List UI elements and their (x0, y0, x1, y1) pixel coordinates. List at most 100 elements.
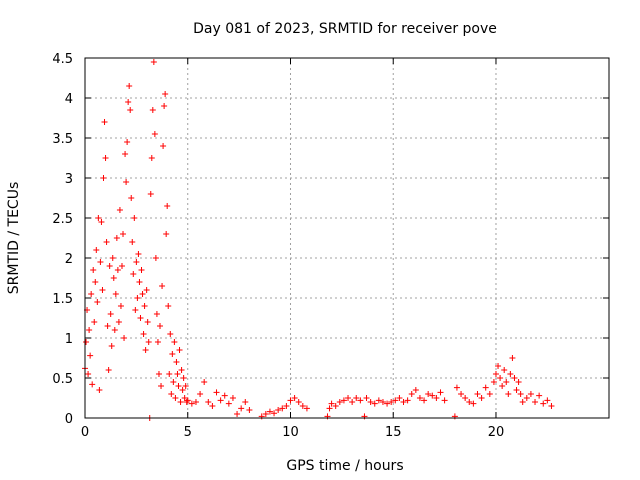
data-point (400, 399, 407, 405)
x-tick-label: 10 (282, 425, 299, 440)
data-point (357, 397, 364, 404)
data-point (133, 259, 140, 265)
data-point (157, 323, 164, 329)
y-tick-label: 0.5 (52, 372, 73, 387)
data-point (246, 407, 253, 413)
data-point (345, 395, 352, 401)
data-point (173, 359, 180, 365)
data-point (332, 403, 339, 409)
data-point (188, 400, 195, 407)
data-point (168, 391, 175, 397)
data-point (148, 155, 155, 161)
data-point (303, 405, 310, 412)
y-tick-label: 2 (65, 252, 73, 267)
data-point (326, 405, 333, 412)
data-point (515, 379, 522, 385)
data-point (416, 395, 423, 401)
data-point (158, 383, 165, 389)
data-point (165, 303, 172, 309)
data-point (470, 400, 477, 407)
data-point (91, 319, 98, 325)
data-point (408, 391, 415, 397)
data-point (172, 395, 179, 401)
data-point (110, 275, 117, 281)
data-point (527, 391, 534, 397)
data-point (90, 267, 97, 273)
data-point (544, 397, 551, 404)
data-point (105, 367, 112, 373)
data-point (379, 399, 386, 405)
data-point (132, 307, 139, 313)
data-point (115, 319, 122, 325)
data-point (478, 395, 485, 401)
data-point (97, 259, 104, 265)
data-point (353, 395, 360, 401)
data-point (134, 295, 141, 301)
data-point (184, 397, 191, 404)
data-point (279, 405, 286, 412)
data-point (513, 387, 520, 393)
data-point (96, 387, 103, 393)
data-point (136, 279, 143, 285)
data-point (163, 231, 170, 237)
data-point (101, 119, 108, 125)
data-point (177, 399, 184, 405)
data-point (127, 107, 134, 113)
data-point (100, 175, 107, 181)
data-point (103, 239, 110, 245)
data-point (453, 384, 460, 391)
data-point (229, 395, 236, 401)
data-point (151, 131, 158, 137)
y-tick-label: 1.5 (52, 292, 73, 307)
data-point (363, 395, 370, 401)
data-point (95, 215, 102, 221)
data-point (178, 367, 185, 373)
data-point (92, 279, 99, 285)
data-point (113, 235, 120, 241)
data-point (126, 83, 133, 89)
data-point (129, 239, 136, 245)
data-point (111, 327, 118, 333)
data-points (82, 59, 555, 421)
x-tick-label: 0 (81, 425, 89, 440)
data-point (425, 391, 432, 397)
data-point (130, 271, 137, 277)
data-point (107, 311, 114, 317)
data-point (532, 399, 539, 405)
data-point (507, 371, 514, 377)
data-point (540, 400, 547, 407)
data-point (176, 347, 183, 353)
data-point (495, 363, 502, 369)
x-tick-label: 20 (488, 425, 505, 440)
data-point (209, 403, 216, 409)
y-tick-label: 1 (65, 332, 73, 347)
data-point (160, 143, 167, 149)
data-point (509, 355, 516, 361)
data-point (192, 399, 199, 405)
data-point (283, 403, 290, 409)
data-point (412, 387, 419, 393)
data-point (492, 371, 499, 377)
y-tick-label: 4 (65, 92, 73, 107)
data-point (271, 410, 278, 417)
data-point (137, 315, 144, 321)
data-point (125, 99, 132, 105)
data-point (242, 399, 249, 405)
data-point (275, 407, 282, 413)
data-point (122, 151, 129, 157)
data-point (159, 283, 166, 289)
data-point (87, 352, 94, 359)
data-point (145, 339, 152, 345)
data-point (388, 399, 395, 405)
data-point (140, 331, 147, 337)
data-point (392, 397, 399, 404)
data-point (462, 395, 469, 401)
data-point (536, 392, 543, 399)
data-point (124, 139, 131, 145)
data-point (141, 303, 148, 309)
data-point (441, 397, 448, 404)
data-point (182, 383, 189, 389)
data-point (166, 371, 173, 377)
data-point (102, 155, 109, 161)
y-tick-label: 3.5 (52, 132, 73, 147)
